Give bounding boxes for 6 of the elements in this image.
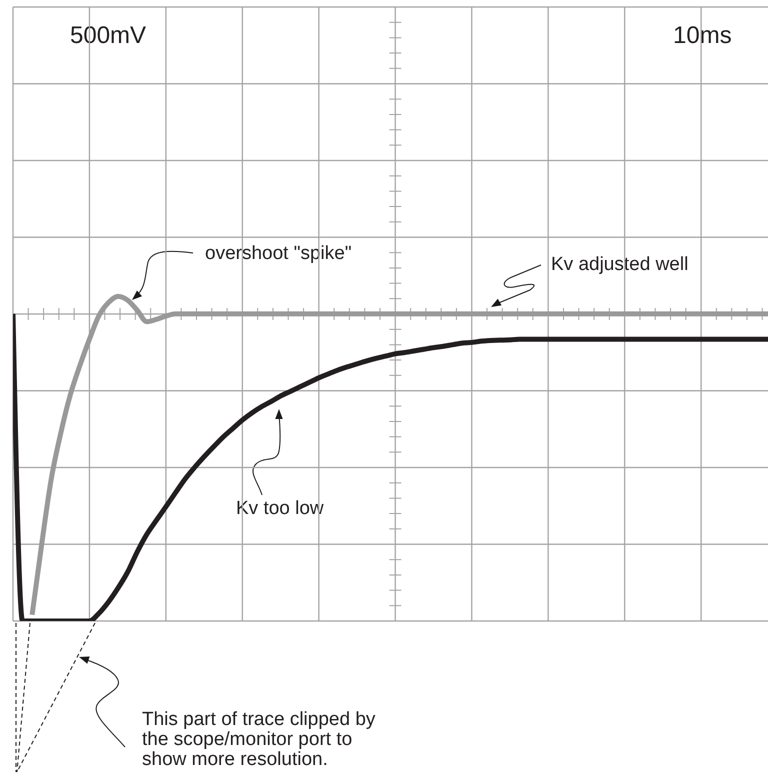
- text: 10ms: [673, 22, 732, 49]
- text: Kv adjusted well: [551, 254, 688, 275]
- text: Kv too low: [236, 498, 324, 519]
- text: overshoot "spike": [205, 243, 352, 264]
- text: This part of trace clipped by the scope/monitor port to show more resolution.: [142, 709, 376, 770]
- text: 500mV: [70, 22, 146, 49]
